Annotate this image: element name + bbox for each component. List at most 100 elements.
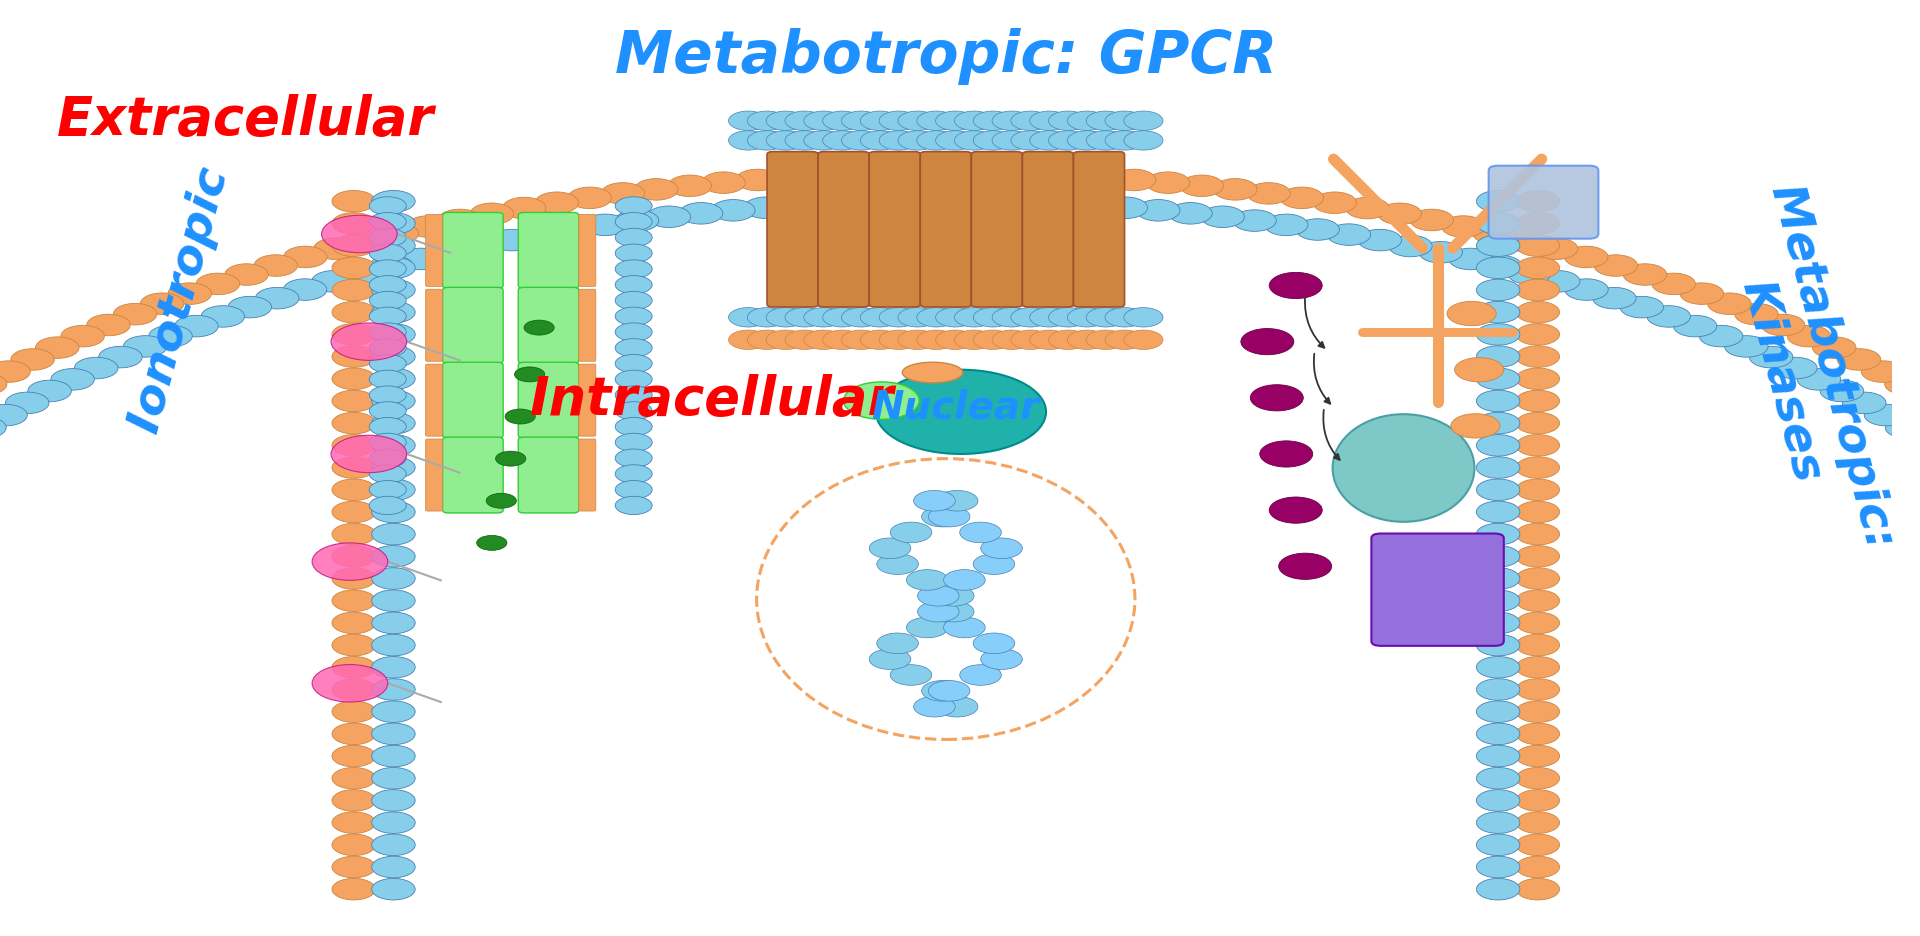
Circle shape [1592, 287, 1636, 309]
Circle shape [1029, 330, 1069, 349]
Circle shape [459, 235, 503, 256]
Circle shape [372, 324, 415, 345]
Circle shape [369, 291, 407, 310]
Circle shape [1476, 279, 1521, 300]
Circle shape [369, 465, 407, 483]
Circle shape [369, 275, 407, 294]
Circle shape [614, 370, 653, 388]
Circle shape [1452, 414, 1500, 438]
Circle shape [332, 413, 376, 434]
Circle shape [369, 307, 407, 326]
Circle shape [1476, 656, 1521, 678]
Circle shape [933, 601, 973, 622]
Circle shape [1240, 329, 1294, 355]
FancyBboxPatch shape [426, 439, 444, 511]
Circle shape [1517, 724, 1559, 745]
Circle shape [1379, 203, 1421, 225]
Circle shape [1565, 279, 1609, 300]
Circle shape [879, 330, 918, 349]
FancyBboxPatch shape [920, 152, 972, 307]
Circle shape [332, 701, 376, 723]
Circle shape [879, 131, 918, 150]
Circle shape [601, 183, 645, 204]
Circle shape [766, 111, 804, 130]
Circle shape [369, 212, 407, 231]
Circle shape [332, 523, 376, 545]
Circle shape [524, 320, 555, 335]
Circle shape [490, 229, 534, 251]
Circle shape [954, 111, 993, 130]
Circle shape [935, 111, 975, 130]
Circle shape [1068, 131, 1106, 150]
Circle shape [1476, 790, 1521, 812]
Circle shape [1476, 834, 1521, 856]
Circle shape [1476, 457, 1521, 478]
Circle shape [1885, 373, 1920, 395]
Circle shape [1123, 111, 1164, 130]
Circle shape [372, 834, 415, 856]
Circle shape [870, 649, 910, 669]
Circle shape [1517, 745, 1559, 767]
Circle shape [1233, 210, 1277, 231]
Circle shape [1123, 330, 1164, 349]
Circle shape [841, 330, 881, 349]
Circle shape [332, 390, 376, 412]
Circle shape [614, 449, 653, 467]
Circle shape [123, 336, 167, 358]
Circle shape [1536, 271, 1580, 292]
Circle shape [935, 131, 975, 150]
Circle shape [1476, 590, 1521, 611]
Circle shape [766, 330, 804, 349]
Circle shape [332, 279, 376, 300]
Circle shape [614, 323, 653, 342]
Circle shape [647, 206, 691, 227]
Circle shape [553, 219, 595, 241]
Circle shape [876, 191, 918, 212]
Circle shape [332, 590, 376, 611]
Circle shape [877, 633, 918, 653]
Circle shape [1476, 878, 1521, 900]
Circle shape [1680, 283, 1724, 304]
Circle shape [1029, 111, 1069, 130]
Circle shape [202, 306, 244, 328]
Circle shape [505, 409, 536, 424]
Circle shape [804, 111, 843, 130]
Circle shape [1565, 246, 1607, 268]
Circle shape [332, 301, 376, 323]
Circle shape [255, 287, 300, 309]
Circle shape [614, 197, 653, 215]
Circle shape [843, 382, 920, 419]
Circle shape [1106, 131, 1144, 150]
Circle shape [841, 131, 881, 150]
FancyBboxPatch shape [518, 287, 578, 363]
Circle shape [916, 131, 956, 150]
FancyBboxPatch shape [444, 212, 503, 288]
Circle shape [369, 402, 407, 420]
Text: Extracellular: Extracellular [58, 94, 434, 146]
Circle shape [113, 303, 157, 325]
Circle shape [372, 679, 415, 700]
Circle shape [1517, 235, 1559, 256]
Circle shape [937, 696, 977, 717]
Circle shape [332, 568, 376, 590]
Circle shape [332, 856, 376, 878]
Circle shape [935, 308, 975, 327]
Circle shape [906, 163, 950, 184]
Circle shape [918, 601, 960, 622]
Circle shape [822, 330, 862, 349]
Circle shape [860, 330, 899, 349]
Circle shape [332, 812, 376, 833]
Circle shape [1169, 202, 1212, 224]
Circle shape [1476, 856, 1521, 878]
Circle shape [879, 111, 918, 130]
Circle shape [332, 635, 376, 656]
Circle shape [747, 111, 787, 130]
Circle shape [332, 768, 376, 789]
Circle shape [1071, 195, 1116, 216]
Text: Metabotropic: GPCR: Metabotropic: GPCR [614, 28, 1277, 85]
Circle shape [284, 279, 326, 300]
Circle shape [369, 449, 407, 467]
Circle shape [36, 337, 79, 358]
Circle shape [1029, 308, 1069, 327]
Circle shape [614, 212, 653, 231]
